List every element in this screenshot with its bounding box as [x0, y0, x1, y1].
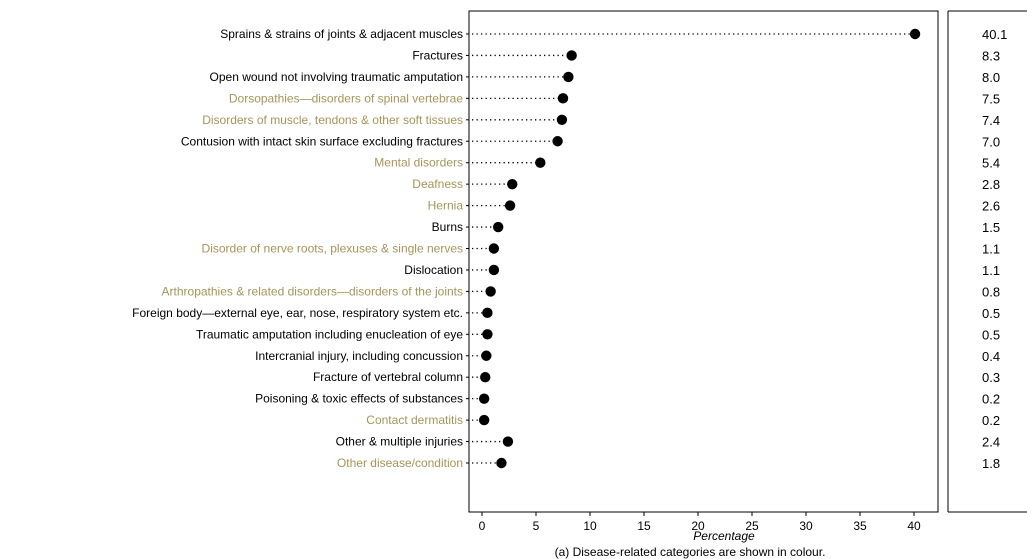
value-label: 8.3: [982, 48, 1000, 63]
category-label: Poisoning & toxic effects of substances: [255, 392, 463, 406]
x-tick-label: 25: [745, 519, 759, 533]
x-tick-label: 35: [853, 519, 867, 533]
value-label: 1.8: [982, 456, 1000, 471]
data-point: [507, 178, 518, 190]
value-label: 40.1: [982, 27, 1007, 42]
value-label: 7.4: [982, 113, 1000, 128]
data-point: [563, 71, 574, 83]
value-label: 2.8: [982, 177, 1000, 192]
category-label: Burns: [432, 220, 463, 234]
value-label: 0.4: [982, 349, 1000, 364]
x-tick-label: 40: [907, 519, 921, 533]
value-label: 7.5: [982, 91, 1000, 106]
data-point: [478, 393, 490, 404]
value-label: 8.0: [982, 70, 1000, 85]
value-label: 2.6: [982, 199, 1000, 214]
value-label: 0.5: [982, 306, 1000, 321]
category-label: Contact dermatitis: [366, 413, 463, 427]
x-tick-label: 10: [583, 519, 597, 533]
value-label: 2.4: [982, 435, 1000, 450]
category-label: Intercranial injury, including concussio…: [255, 349, 463, 363]
x-axis-label: Percentage: [693, 529, 755, 543]
data-point: [556, 114, 568, 126]
value-label: 0.3: [982, 370, 1000, 385]
category-label: Foreign body—external eye, ear, nose, re…: [132, 306, 463, 320]
data-point: [482, 329, 493, 340]
value-label: 0.2: [982, 392, 1000, 407]
data-point: [535, 157, 546, 168]
data-point: [480, 372, 491, 383]
category-label: Mental disorders: [374, 156, 463, 170]
category-label: Sprains & strains of joints & adjacent m…: [220, 27, 463, 41]
data-point: [502, 436, 514, 447]
data-point: [482, 307, 493, 319]
category-labels: Sprains & strains of joints & adjacent m…: [132, 27, 469, 470]
plot-frame: [468, 10, 939, 513]
data-point: [481, 350, 492, 361]
x-tick-label: 0: [479, 519, 486, 533]
data-points: [478, 28, 921, 469]
value-label: 7.0: [982, 134, 1000, 149]
category-label: Traumatic amputation including enucleati…: [196, 327, 463, 341]
values-panel-frame: [947, 10, 1027, 513]
data-point: [485, 286, 496, 297]
footnote: (a) Disease-related categories are shown…: [555, 545, 826, 559]
data-point: [496, 457, 507, 469]
x-tick-label: 20: [691, 519, 705, 533]
value-label: 0.2: [982, 413, 1000, 428]
value-labels: 40.1 8.3 8.0 7.5 7.4 7.0 5.4 2.8 2.6 1.5 1.1 1.1 0.8…: [982, 27, 1007, 471]
x-tick-label: 30: [799, 519, 813, 533]
value-label: 1.5: [982, 220, 1000, 235]
data-point: [566, 50, 577, 61]
category-label: Deafness: [412, 177, 463, 191]
value-label: 1.1: [982, 242, 1000, 257]
x-tick-label: 15: [637, 519, 651, 533]
data-point: [488, 264, 500, 276]
category-label: Dislocation: [404, 263, 463, 277]
category-label: Open wound not involving traumatic amput…: [210, 70, 463, 84]
category-label: Other disease/condition: [337, 456, 463, 470]
category-label: Other & multiple injuries: [336, 435, 463, 449]
value-label: 1.1: [982, 263, 1000, 278]
category-label: Dorsopathies—disorders of spinal vertebr…: [229, 91, 463, 105]
category-label: Arthropathies & related disorders—disord…: [162, 284, 463, 298]
category-label: Hernia: [428, 199, 464, 213]
x-tick-label: 5: [533, 519, 540, 533]
category-label: Disorder of nerve roots, plexuses & sing…: [202, 242, 463, 256]
data-point: [504, 200, 516, 211]
data-point: [488, 243, 500, 254]
value-label: 5.4: [982, 156, 1000, 171]
value-label: 0.5: [982, 327, 1000, 342]
data-point: [909, 28, 921, 40]
category-label: Fracture of vertebral column: [313, 370, 463, 384]
category-label: Fractures: [412, 48, 463, 62]
data-point: [552, 136, 563, 147]
value-label: 0.8: [982, 284, 1000, 299]
category-label: Disorders of muscle, tendons & other sof…: [202, 113, 463, 127]
leader-lines: [472, 33, 916, 464]
data-point: [478, 414, 490, 426]
data-point: [557, 93, 569, 104]
category-label: Contusion with intact skin surface exclu…: [181, 134, 463, 148]
data-point: [493, 221, 504, 233]
x-axis: 0 5 10 15 20 25 30 35 40: [479, 512, 921, 533]
